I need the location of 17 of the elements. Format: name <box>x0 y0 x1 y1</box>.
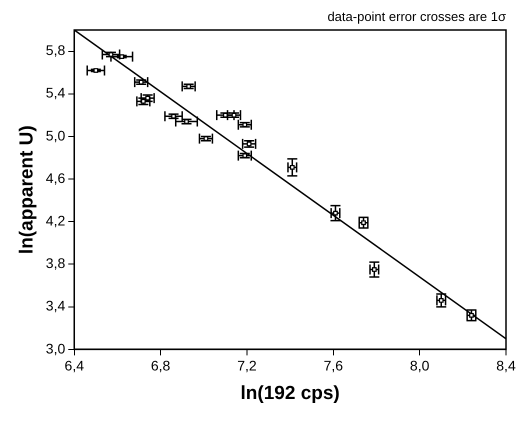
x-tick-label: 8,0 <box>410 358 430 374</box>
x-tick-label: 6,4 <box>64 358 84 374</box>
y-tick-label: 5,4 <box>46 84 66 101</box>
y-tick-label: 3,4 <box>46 298 66 314</box>
x-tick-label: 7,6 <box>324 358 344 374</box>
y-tick-label: 4,2 <box>46 212 66 228</box>
y-tick-label: 5,0 <box>46 127 66 144</box>
x-tick-label: 7,2 <box>237 358 257 374</box>
y-tick-label: 3,0 <box>46 340 66 356</box>
y-tick-label: 4,6 <box>46 170 66 186</box>
x-tick-label: 6,8 <box>150 358 171 374</box>
y-tick-label: 5,8 <box>46 42 66 58</box>
x-tick-label: 8,4 <box>496 358 516 374</box>
y-tick-label: 3,8 <box>46 255 66 272</box>
x-axis-title: ln(192 cps) <box>240 382 340 404</box>
text: data-point error crosses are 1σ <box>327 9 506 24</box>
y-axis-title: ln(apparent U) <box>16 125 38 254</box>
